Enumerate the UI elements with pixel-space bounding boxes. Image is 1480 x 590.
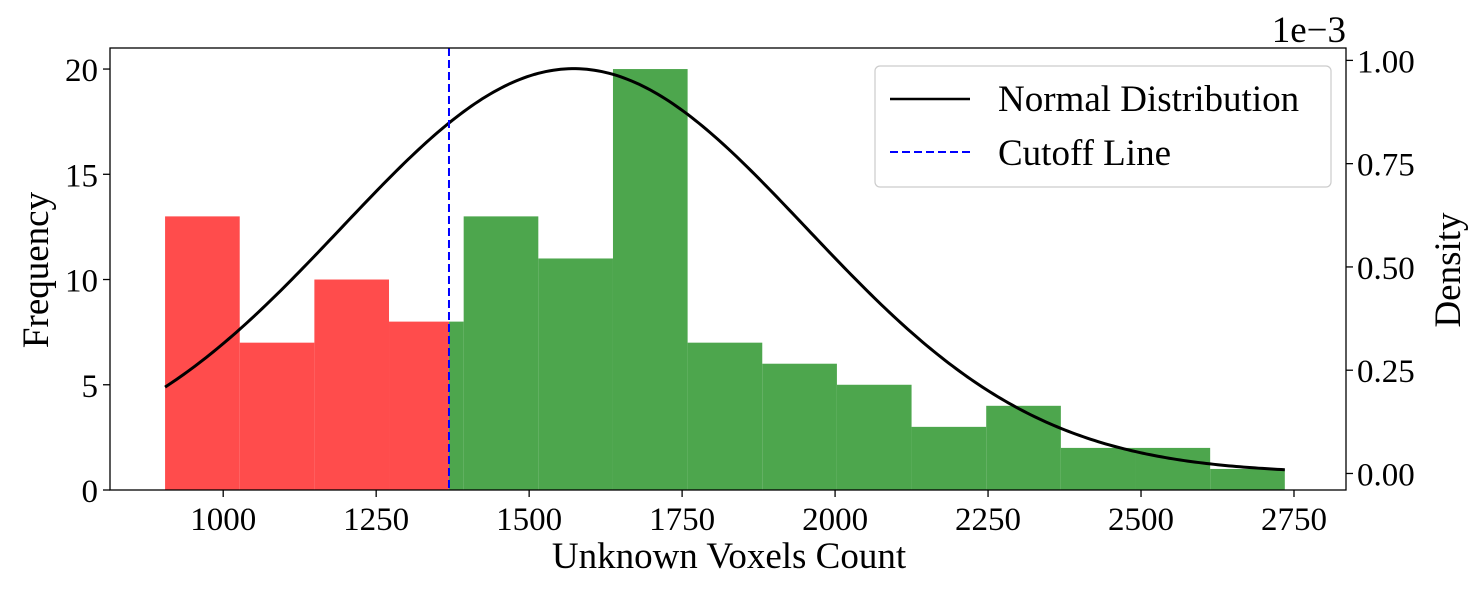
- normal-distribution-curve: [164, 67, 1285, 472]
- legend-box: [874, 65, 1332, 188]
- x-axis-title: Unknown Voxels Count: [552, 536, 907, 577]
- y2-tick-label: 0.25: [1357, 354, 1415, 390]
- y2-tick-label: 0.50: [1357, 251, 1415, 287]
- histogram-bar-8: [687, 342, 763, 490]
- y2-tick-label: 0.00: [1357, 457, 1415, 493]
- x-tick-label: 1000: [190, 502, 256, 538]
- y-tick-label: 20: [65, 53, 98, 89]
- y2-tick-label: 1.00: [1357, 44, 1415, 80]
- y2-axis-ticks: 0.00 0.25 0.50 0.75 1.00: [1346, 44, 1415, 493]
- legend: Normal Distribution Cutoff Line: [874, 65, 1332, 188]
- y-tick-label: 0: [82, 474, 99, 510]
- histogram-bar-2: [314, 279, 390, 490]
- histogram-bar-0: [165, 216, 240, 490]
- histogram-bar-9: [762, 363, 837, 490]
- histogram-bar-11: [911, 426, 987, 490]
- histogram-bar-10: [836, 384, 912, 490]
- histogram-bar-15: [1210, 468, 1285, 490]
- legend-normal-label: Normal Distribution: [998, 79, 1299, 120]
- y2-offset-text: 1e−3: [1272, 10, 1346, 51]
- y-axis-title: Frequency: [16, 191, 57, 348]
- histogram-bar-12: [986, 405, 1061, 490]
- y-axis-ticks: 0 5 10 15 20: [65, 53, 110, 510]
- y-tick-label: 15: [65, 158, 98, 194]
- x-tick-label: 1250: [343, 502, 409, 538]
- x-tick-label: 2500: [1108, 502, 1174, 538]
- histogram-bar-4: [448, 321, 464, 490]
- histogram-bar-7: [612, 69, 688, 491]
- normal-curve-layer: [164, 67, 1285, 472]
- histogram-bar-1: [239, 342, 315, 490]
- histogram-bars: [165, 69, 1285, 491]
- histogram-bar-6: [538, 258, 613, 490]
- legend-cutoff-label: Cutoff Line: [998, 133, 1171, 174]
- x-tick-label: 2000: [802, 502, 868, 538]
- x-tick-label: 1500: [496, 502, 562, 538]
- x-tick-label: 2750: [1261, 502, 1327, 538]
- x-tick-label: 1750: [649, 502, 715, 538]
- y2-tick-label: 0.75: [1357, 148, 1415, 184]
- plot-frame: [109, 47, 1347, 491]
- x-axis-ticks: 1000 1250 1500 1750 2000 2250 2500 2750: [190, 490, 1327, 538]
- x-tick-label: 2250: [955, 502, 1021, 538]
- y-tick-label: 10: [65, 264, 98, 300]
- histogram-bar-5: [463, 216, 539, 490]
- histogram-bar-3: [389, 321, 449, 490]
- histogram-bar-13: [1060, 447, 1136, 490]
- y2-axis-title: Density: [1428, 212, 1469, 328]
- y-tick-label: 5: [82, 369, 99, 405]
